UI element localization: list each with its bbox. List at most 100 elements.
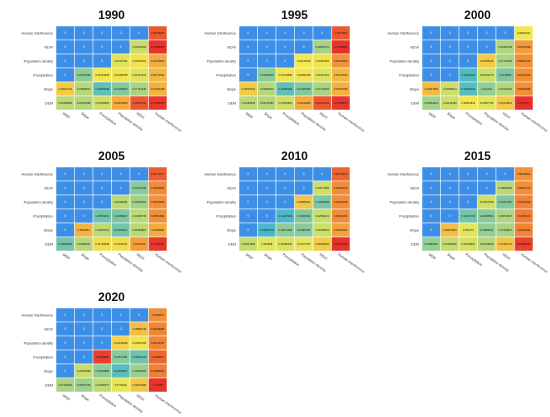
column-label: NDVI [136,253,145,261]
cell-value: 0.55358432 [334,228,348,232]
row-label: NDVI [227,187,236,191]
cell-value: 0.18034433 [132,355,146,359]
row-label: NDVI [410,187,419,191]
cell-value: 0 [486,186,488,190]
cell-value: 0.5094851 [78,228,91,232]
cell-value: 0.16055039 [278,87,292,91]
row-label: Slope [227,229,236,233]
cell-value: 0.29142047 [498,87,512,91]
cell-value: 0 [101,172,103,176]
cell-value: 0 [266,31,268,35]
cell-value: 0 [430,228,432,232]
cell-value: 0.21047957 [498,200,512,204]
row-label: Precipitation [33,74,53,78]
cell-value: 0 [120,45,122,49]
cell-value: 0.241224 [481,87,492,91]
cell-value: 0 [247,73,249,77]
cell-value: 0.66229749 [132,101,146,105]
cell-value: 0.29215393 [260,101,274,105]
cell-value: 0 [101,186,103,190]
cell-value: 0 [430,31,432,35]
column-label: NDVI [502,253,511,261]
heatmap-panel-2005: 2005 Human interference 0 0 0 0 0 0.65774877 NDV… [8,145,182,276]
column-label: DEM [428,112,437,120]
cell-value: 0.71788825 [151,45,165,49]
cell-value: 0.27733565 [498,59,512,63]
cell-value: 0 [120,327,122,331]
column-label: Precipitation [99,253,117,268]
cell-value: 0 [64,369,66,373]
cell-value: 0 [266,59,268,63]
cell-value: 0.58874747 [517,186,531,190]
cell-value: 0.7749717 [518,101,531,105]
cell-value: 0.29565012 [260,87,274,91]
cell-value: 0.58550861 [151,214,165,218]
cell-value: 0.27701945 [315,87,329,91]
cell-value: 0 [449,31,451,35]
cell-value: 0 [486,45,488,49]
heatmap-svg: 2010 Human interference 0 0 0 0 0 0.64728679 NDV… [204,149,365,274]
cell-value: 0.22389564 [480,214,494,218]
cell-value: 0.14545343 [461,87,475,91]
cell-value: 0 [64,355,66,359]
cell-value: 0 [64,200,66,204]
row-label: Slope [410,229,419,233]
cell-value: 0.72304597 [334,242,348,246]
cell-value: 0.30180546 [241,101,255,105]
cell-value: 0.27701945 [132,87,146,91]
cell-value: 0 [247,45,249,49]
cell-value: 0 [467,172,469,176]
heatmap-panel-1990: 1990 Human interference 0 0 0 0 0 0.66478307 NDV… [8,4,182,135]
cell-value: 0.59180961 [151,186,165,190]
column-label: DEM [62,112,71,120]
row-label: Human interference [204,32,236,36]
cell-value: 0.58650086 [517,87,531,91]
cell-value: 0 [64,45,66,49]
row-label: Slope [44,370,53,374]
cell-value: 0.21325035 [297,87,311,91]
cell-value: 0.26507751 [315,45,329,49]
row-label: Slope [227,88,236,92]
column-label: NDVI [136,112,145,120]
cell-value: 0 [467,59,469,63]
cell-value: 0.14600877 [114,369,128,373]
cell-value: 0.51544658 [151,87,165,91]
cell-value: 0 [504,31,506,35]
row-label: Precipitation [399,215,419,219]
cell-value: 0.6428807 [152,355,165,359]
cell-value: 0.33335894 [278,101,292,105]
cell-value: 0.38202411 [517,31,531,35]
column-label: NDVI [319,112,328,120]
row-label: DEM [411,243,419,247]
cell-value: 0 [247,228,249,232]
column-label: Precipitation [282,253,300,268]
heatmap-panel-2000: 2000 Human interference 0 0 0 0 0 0.38202411 NDV… [374,4,548,135]
cell-value: 0 [64,214,66,218]
cell-value: 0.21577081 [114,355,128,359]
cell-value: 0.51544658 [334,87,348,91]
cell-value: 0 [284,200,286,204]
cell-value: 0.64728679 [334,172,348,176]
cell-value: 0.58410413 [517,73,531,77]
cell-value: 0 [247,172,249,176]
cell-value: 0.53239084 [114,101,128,105]
cell-value: 0.21395131 [297,214,311,218]
cell-value: 0.21987351 [297,228,311,232]
cell-value: 0.59065213 [334,186,348,190]
cell-value: 0.30465077 [95,383,109,387]
cell-value: 0.71788825 [334,45,348,49]
cell-value: 0 [303,31,305,35]
cell-value: 0.31638366 [443,242,457,246]
cell-value: 0.18549051 [95,214,109,218]
cell-value: 0.33277866 [315,186,329,190]
cell-value: 0.19958017 [114,214,128,218]
cell-value: 0.5308386 [152,228,165,232]
cell-value: 0 [138,313,140,317]
row-label: Population density [24,201,54,205]
row-label: DEM [45,384,53,388]
column-label: Precipitation [99,112,117,127]
cell-value: 0 [64,73,66,77]
cell-value: 0.33058944 [443,87,457,91]
cell-value: 0.69995168 [517,242,531,246]
cell-value: 0.46113819 [498,101,512,105]
